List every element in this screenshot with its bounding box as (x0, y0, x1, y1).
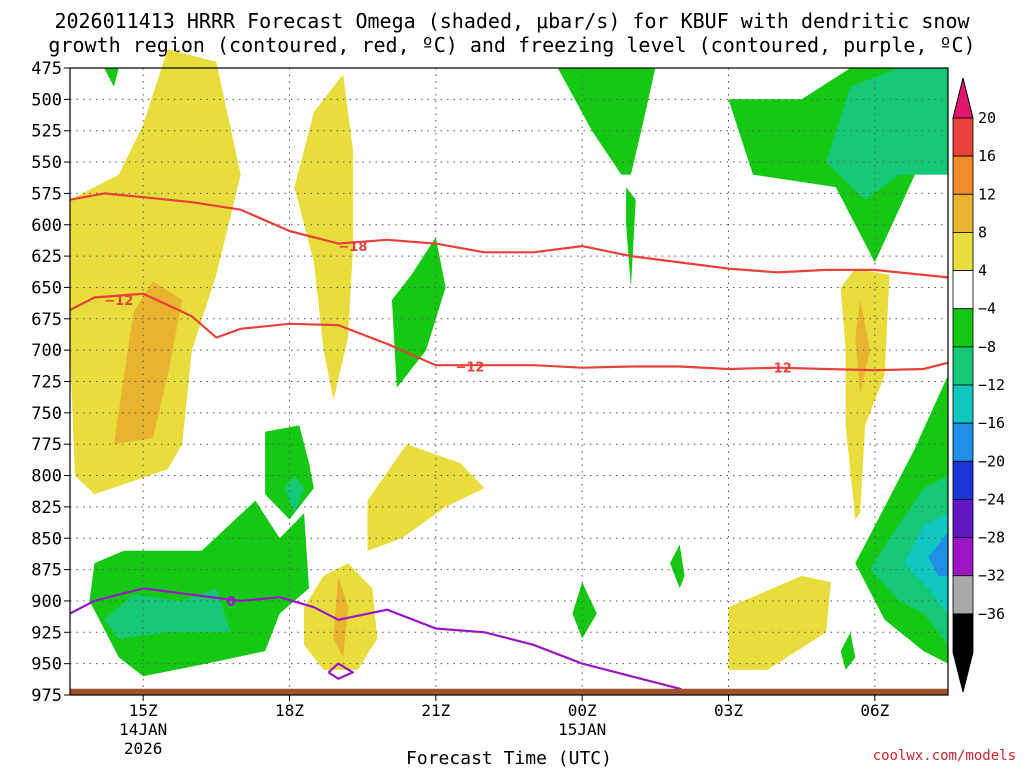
colorbar-box-0 (952, 117, 974, 157)
colorbar-label-9: −20 (978, 452, 1005, 470)
x-axis-title: Forecast Time (UTC) (406, 748, 612, 768)
colorbar-box-4 (952, 270, 974, 310)
colorbar-box-1 (952, 155, 974, 195)
ytick-label-550: 550 (31, 153, 62, 173)
colorbar-label-1: 16 (978, 147, 996, 165)
ytick-label-950: 950 (31, 655, 62, 675)
shaded-region-cyan-lower-06z (904, 513, 948, 614)
ytick-label-825: 825 (31, 498, 62, 518)
ytick-label-875: 875 (31, 561, 62, 581)
contour-label-freezing-level-0: 0 (226, 595, 235, 610)
ytick-label-725: 725 (31, 373, 62, 393)
credit-text: coolwx.com/models (873, 748, 1016, 764)
colorbar-label-10: −24 (978, 490, 1005, 508)
ytick-label-925: 925 (31, 623, 62, 643)
ytick-label-775: 775 (31, 435, 62, 455)
shaded-region-orange-core-15z (113, 281, 183, 445)
shaded-region-green-sliver-01z (626, 187, 636, 288)
colorbar-top-arrow (952, 77, 974, 119)
contour-label-dgz-lower-minus12: −12 (455, 360, 484, 375)
xtick-date-00Z: 15JAN (558, 720, 606, 739)
xtick-label-21Z: 21Z (421, 701, 450, 720)
shaded-region-green-top-14z (104, 68, 119, 87)
ytick-label-700: 700 (31, 341, 62, 361)
colorbar-label-5: −4 (978, 300, 996, 318)
shaded-region-green-dot-02z (670, 544, 685, 589)
colorbar: 20 16 12 8 4 −4 −8 −12 −16 −20 −24 −28 −32 −36 (952, 77, 1005, 693)
colorbar-box-12 (952, 575, 974, 615)
colorbar-label-12: −32 (978, 567, 1005, 585)
colorbar-box-2 (952, 193, 974, 233)
xtick-label-06Z: 06Z (860, 701, 889, 720)
shaded-region-yellow-column-18z (294, 74, 353, 401)
xtick-date-15Z: 14JAN (119, 720, 167, 739)
colorbar-label-3: 8 (978, 223, 987, 241)
colorbar-box-6 (952, 346, 974, 386)
shaded-region-blue-lower-06z (928, 532, 948, 576)
shaded-region-green-band-21z (391, 237, 446, 388)
shaded-region-yellow-column-05z (840, 268, 890, 520)
shaded-region-yellow-blob-20z (367, 444, 485, 551)
grid-layer (70, 68, 948, 695)
colorbar-box-11 (952, 537, 974, 577)
shaded-region-yellow-column-15z (70, 49, 241, 495)
y-axis-pressure-ticks: 475 500 525 550 575 600 625 650 675 700 725 750 775 8… (31, 59, 70, 706)
ytick-label-625: 625 (31, 247, 62, 267)
colorbar-label-8: −16 (978, 414, 1005, 432)
colorbar-label-13: −36 (978, 605, 1005, 623)
colorbar-box-7 (952, 384, 974, 424)
contour-dgz-lower-minus12 (69, 292, 949, 372)
shaded-region-teal-top-05z (826, 68, 948, 200)
contour-label-dgz-lower-minus12: −12 (763, 362, 792, 377)
contour-dgz-upper-minus18 (69, 192, 949, 279)
shaded-region-orange-dot-19z (333, 575, 348, 658)
xtick-label-03Z: 03Z (714, 701, 743, 720)
colorbar-box-9 (952, 460, 974, 500)
colorbar-label-0: 20 (978, 109, 996, 127)
ytick-label-525: 525 (31, 122, 62, 142)
chart-title-line2: growth region (contoured, red, ºC) and f… (48, 33, 975, 57)
shaded-region-green-dot-00z (572, 582, 597, 639)
colorbar-box-3 (952, 232, 974, 271)
contour-layer: −18 −12 −12 −12 0 (69, 192, 949, 696)
contour-label-dgz-upper-minus18: −18 (338, 240, 367, 255)
ytick-label-900: 900 (31, 592, 62, 612)
colorbar-box-5 (952, 308, 974, 348)
colorbar-label-7: −12 (978, 376, 1005, 394)
ytick-label-650: 650 (31, 278, 62, 298)
shaded-region-yellow-blob-03z (728, 575, 831, 670)
colorbar-bottom-arrow (952, 651, 974, 693)
contour-freezing-level-0 (69, 587, 691, 696)
shaded-region-green-dot-05z (840, 632, 856, 670)
ytick-label-575: 575 (31, 184, 62, 204)
ytick-label-675: 675 (31, 310, 62, 330)
xtick-label-18Z: 18Z (275, 701, 304, 720)
ytick-label-975: 975 (31, 686, 62, 706)
ytick-label-600: 600 (31, 216, 62, 236)
colorbar-label-6: −8 (978, 338, 996, 356)
chart-title-line1: 2026011413 HRRR Forecast Omega (shaded, … (54, 9, 970, 33)
xtick-label-15Z: 15Z (129, 701, 158, 720)
ground-surface-bar (70, 688, 948, 695)
ytick-label-750: 750 (31, 404, 62, 424)
ytick-label-800: 800 (31, 467, 62, 487)
contour-label-dgz-lower-minus12: −12 (104, 294, 133, 309)
colorbar-box-10 (952, 499, 974, 538)
ytick-label-500: 500 (31, 90, 62, 110)
plot-area: −18 −12 −12 −12 0 (69, 49, 949, 696)
ytick-label-475: 475 (31, 59, 62, 79)
colorbar-box-8 (952, 422, 974, 462)
colorbar-label-11: −28 (978, 529, 1005, 547)
xtick-label-00Z: 00Z (568, 701, 597, 720)
ytick-label-850: 850 (31, 529, 62, 549)
contour-freezing-loop-19z (327, 662, 354, 680)
colorbar-box-13 (952, 613, 974, 653)
colorbar-label-4: 4 (978, 262, 987, 280)
colorbar-label-2: 12 (978, 185, 996, 203)
xtick-year-15Z: 2026 (124, 739, 163, 758)
